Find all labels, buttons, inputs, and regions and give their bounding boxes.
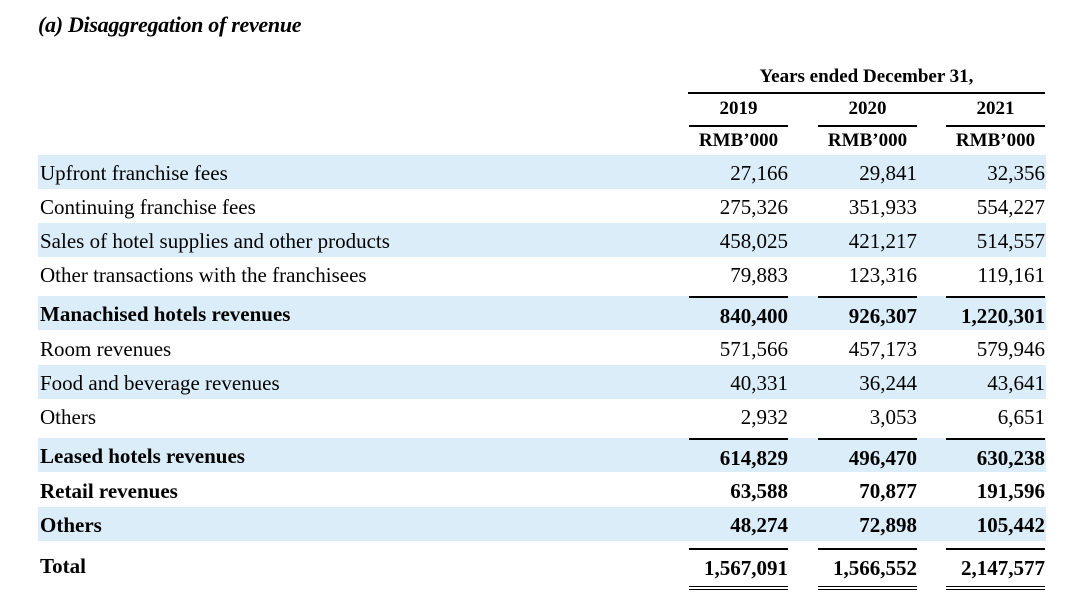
cell-2020: 123,316	[848, 263, 917, 287]
table-row: Others 2,932 3,053 6,651	[38, 399, 1046, 433]
section-title: (a) Disaggregation of revenue	[38, 12, 302, 37]
cell-2019: 840,400	[689, 296, 788, 334]
row-label: Room revenues	[40, 337, 172, 361]
row-label: Retail revenues	[40, 479, 178, 503]
row-label: Other transactions with the franchisees	[40, 263, 367, 287]
table-row: Sales of hotel supplies and other produc…	[38, 223, 1046, 257]
cell-2021: 6,651	[997, 405, 1045, 429]
cell-2020: 1,566,552	[818, 548, 917, 590]
cell-2019: 63,588	[730, 479, 788, 503]
cell-2021: 191,596	[976, 479, 1045, 503]
row-label: Leased hotels revenues	[40, 444, 245, 468]
cell-2021: 2,147,577	[946, 548, 1045, 590]
cell-2020: 421,217	[848, 229, 917, 253]
cell-2020: 351,933	[848, 195, 917, 219]
cell-2021: 514,557	[976, 229, 1045, 253]
cell-2020: 36,244	[859, 371, 917, 395]
cell-2019: 48,274	[730, 513, 788, 537]
total-row: Total 1,567,091 1,566,552 2,147,577	[38, 548, 1046, 590]
cell-2019: 614,829	[689, 438, 788, 476]
unit-header-2019: RMB’000	[698, 130, 779, 151]
cell-2020: 457,173	[848, 337, 917, 361]
cell-2021: 630,238	[946, 438, 1045, 476]
cell-2020: 29,841	[859, 161, 917, 185]
cell-2019: 27,166	[730, 161, 788, 185]
cell-2019: 571,566	[719, 337, 788, 361]
row-label: Upfront franchise fees	[40, 161, 228, 185]
cell-2019: 40,331	[730, 371, 788, 395]
table-row: Others 48,274 72,898 105,442	[38, 507, 1046, 541]
row-label: Others	[40, 405, 96, 429]
table-row: Room revenues 571,566 457,173 579,946	[38, 331, 1046, 365]
period-header: Years ended December 31,	[688, 62, 1045, 94]
cell-2020: 926,307	[818, 296, 917, 334]
row-label: Others	[40, 513, 102, 537]
cell-2021: 32,356	[987, 161, 1045, 185]
cell-2019: 1,567,091	[689, 548, 788, 590]
year-header-2019: 2019	[689, 95, 788, 127]
cell-2020: 72,898	[859, 513, 917, 537]
cell-2021: 119,161	[977, 263, 1045, 287]
cell-2021: 43,641	[987, 371, 1045, 395]
table-row: Upfront franchise fees 27,166 29,841 32,…	[38, 155, 1046, 189]
cell-2021: 1,220,301	[946, 296, 1045, 334]
cell-2019: 79,883	[730, 263, 788, 287]
subtotal-row: Leased hotels revenues 614,829 496,470 6…	[38, 438, 1046, 472]
unit-header-2020: RMB’000	[827, 130, 908, 151]
cell-2020: 3,053	[869, 405, 917, 429]
cell-2021: 105,442	[976, 513, 1045, 537]
cell-2021: 554,227	[976, 195, 1045, 219]
cell-2020: 496,470	[818, 438, 917, 476]
table-row: Food and beverage revenues 40,331 36,244…	[38, 365, 1046, 399]
cell-2019: 2,932	[740, 405, 788, 429]
year-header-2020: 2020	[818, 95, 917, 127]
table-row: Retail revenues 63,588 70,877 191,596	[38, 473, 1046, 507]
year-header-2021: 2021	[946, 95, 1045, 127]
unit-header-2021: RMB’000	[955, 130, 1036, 151]
row-label: Total	[40, 554, 86, 578]
table-row: Other transactions with the franchisees …	[38, 257, 1046, 291]
subtotal-row: Manachised hotels revenues 840,400 926,3…	[38, 296, 1046, 330]
row-label: Sales of hotel supplies and other produc…	[40, 229, 390, 253]
row-label: Continuing franchise fees	[40, 195, 256, 219]
cell-2019: 275,326	[719, 195, 788, 219]
cell-2019: 458,025	[719, 229, 788, 253]
row-label: Manachised hotels revenues	[40, 302, 291, 326]
table-row: Continuing franchise fees 275,326 351,93…	[38, 189, 1046, 223]
cell-2021: 579,946	[976, 337, 1045, 361]
row-label: Food and beverage revenues	[40, 371, 280, 395]
cell-2020: 70,877	[859, 479, 917, 503]
